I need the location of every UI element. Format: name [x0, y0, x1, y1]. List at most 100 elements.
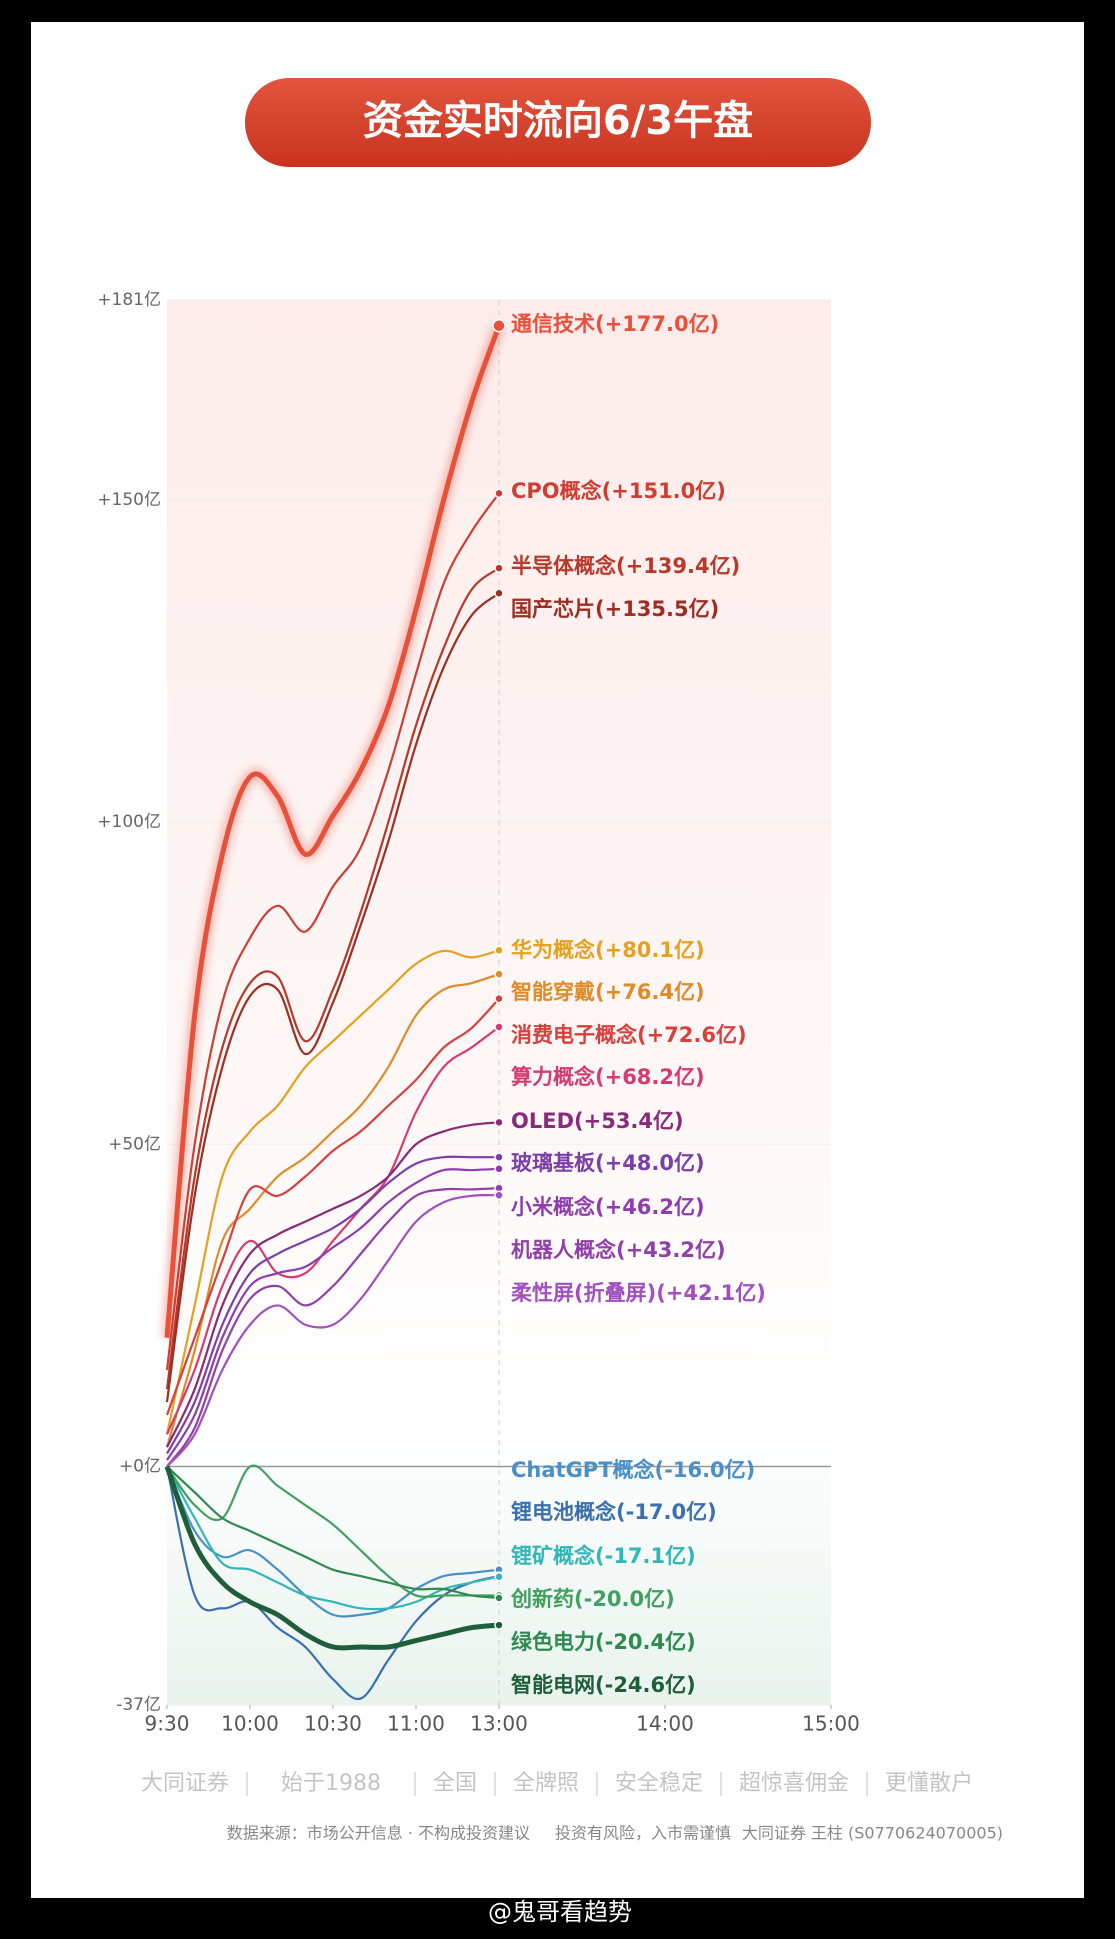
value-label: (-16.0亿): [655, 1458, 756, 1482]
chart-title: 资金实时流向6/3午盘: [363, 98, 753, 144]
slogan: 超惊喜佣金: [739, 1771, 849, 1796]
series-label: 通信技术(+177.0亿): [511, 312, 719, 336]
series-label: 锂矿概念(-17.1亿): [511, 1544, 696, 1568]
series-line: [166, 1167, 500, 1461]
series-line: [164, 1465, 500, 1651]
author: 大同证券 王柱 (S0770624070005): [742, 1824, 1003, 1843]
legend-name: 小米概念: [511, 1195, 595, 1219]
series-label: 创新药(-20.0亿): [510, 1587, 675, 1611]
series-line: [165, 997, 500, 1416]
end-dot: [492, 319, 506, 333]
series-line: [166, 1121, 500, 1448]
end-dot: [494, 1022, 504, 1032]
series-label: CPO概念(+151.0亿): [511, 479, 726, 503]
value-label: (+46.2亿): [595, 1195, 705, 1219]
title-pill: [245, 78, 871, 167]
value-label: (+72.6亿): [637, 1023, 747, 1047]
series-line: [166, 1465, 500, 1600]
series-label: 智能穿戴(+76.4亿): [511, 980, 705, 1004]
series-label: 柔性屏(折叠屏)(+42.1亿): [511, 1281, 766, 1305]
x-tick-label: 10:00: [221, 1712, 279, 1736]
value-label: (+76.4亿): [595, 980, 705, 1004]
x-tick-label: 11:00: [387, 1712, 445, 1736]
value-label: (-20.4亿): [595, 1630, 696, 1654]
end-dot: [494, 1164, 504, 1174]
value-label: (+53.4亿): [574, 1109, 684, 1133]
end-dot: [494, 1190, 504, 1200]
series-line: [166, 1155, 499, 1455]
series-label: 消费电子概念(+72.6亿): [511, 1023, 747, 1047]
end-dot: [494, 488, 504, 499]
y-tick-label: -37亿: [116, 1695, 161, 1715]
legend-name: 锂电池概念: [511, 1500, 616, 1524]
value-label: (+139.4亿): [616, 554, 740, 578]
series-line: [165, 1466, 500, 1618]
legend-name: 华为概念: [511, 938, 595, 962]
series-label: 华为概念(+80.1亿): [511, 938, 705, 962]
end-dot: [494, 1593, 504, 1603]
x-tick-label: 14:00: [636, 1712, 694, 1736]
end-dot: [494, 1620, 504, 1630]
series-line: [165, 949, 500, 1435]
y-tick-label: +150亿: [97, 490, 161, 510]
value-label: (+177.0亿): [595, 312, 719, 336]
series-label: 玻璃基板(+48.0亿): [511, 1151, 705, 1175]
series-label: 半导体概念(+139.4亿): [511, 554, 740, 578]
legend-name: 算力概念: [511, 1065, 595, 1089]
series-line: [166, 1187, 500, 1468]
end-dot: [494, 945, 504, 956]
x-tick-label: 9:30: [145, 1712, 190, 1736]
end-dot: [494, 969, 504, 979]
legend-name: OLED: [511, 1109, 574, 1133]
y-tick-label: +100亿: [97, 812, 161, 832]
y-tick-label: +181亿: [97, 290, 161, 310]
value-label: (+151.0亿): [602, 479, 726, 503]
legend-name: 创新药: [510, 1587, 574, 1611]
legend-name: 消费电子概念: [511, 1023, 637, 1047]
value-label: (+48.0亿): [595, 1151, 705, 1175]
legend-name: 半导体概念: [511, 554, 616, 578]
series-label: ChatGPT概念(-16.0亿): [511, 1458, 755, 1482]
y-tick-label: +50亿: [108, 1134, 161, 1154]
legend-name: 锂矿概念: [511, 1544, 595, 1568]
series-label: 机器人概念(+43.2亿): [511, 1238, 726, 1262]
value-label: (+42.1亿): [656, 1281, 766, 1305]
slogan: 始于1988: [281, 1771, 381, 1796]
value-label: (+135.5亿): [595, 597, 719, 621]
legend-name: ChatGPT概念: [511, 1458, 655, 1482]
legend-name: 玻璃基板: [511, 1151, 596, 1175]
slogan: 全国: [433, 1771, 477, 1796]
risk-note: 投资有风险，入市需谨慎: [555, 1824, 731, 1843]
value-label: (+80.1亿): [595, 938, 705, 962]
legend-name: 绿色电力: [511, 1630, 595, 1654]
slogan: 大同证券: [141, 1771, 229, 1796]
legend-name: CPO概念: [511, 479, 602, 503]
series-line: [164, 324, 502, 1338]
slogan: 更懂散户: [885, 1771, 973, 1796]
value-label: (+43.2亿): [616, 1238, 726, 1262]
legend-name: 机器人概念: [511, 1238, 616, 1262]
watermark: @鬼哥看趋势: [488, 1898, 632, 1926]
legend-name: 智能电网: [511, 1673, 595, 1697]
series-label: 锂电池概念(-17.0亿): [511, 1500, 717, 1524]
end-dot: [494, 563, 504, 573]
legend-name: 通信技术: [511, 312, 595, 336]
series-label: 绿色电力(-20.4亿): [511, 1630, 696, 1654]
series-line: [166, 1194, 500, 1468]
legend-name: 智能穿戴: [511, 980, 595, 1004]
source: 数据来源：市场公开信息 · 不构成投资建议: [227, 1824, 530, 1843]
series-line: [165, 1026, 500, 1435]
footer: 大同证券 始于1988 全国 全牌照 安全稳定 超惊喜佣金 更懂散户: [141, 1771, 973, 1796]
end-dot: [494, 1152, 504, 1162]
end-dot: [494, 588, 504, 598]
x-tick-label: 13:00: [470, 1712, 528, 1736]
value-label: (-20.0亿): [574, 1587, 675, 1611]
series-label: 智能电网(-24.6亿): [511, 1673, 696, 1697]
series-label: 小米概念(+46.2亿): [511, 1195, 705, 1219]
series-line: [165, 492, 500, 1370]
slogan: 安全稳定: [615, 1771, 703, 1796]
series-label: 国产芯片(+135.5亿): [511, 597, 719, 621]
series-line: [165, 592, 500, 1403]
